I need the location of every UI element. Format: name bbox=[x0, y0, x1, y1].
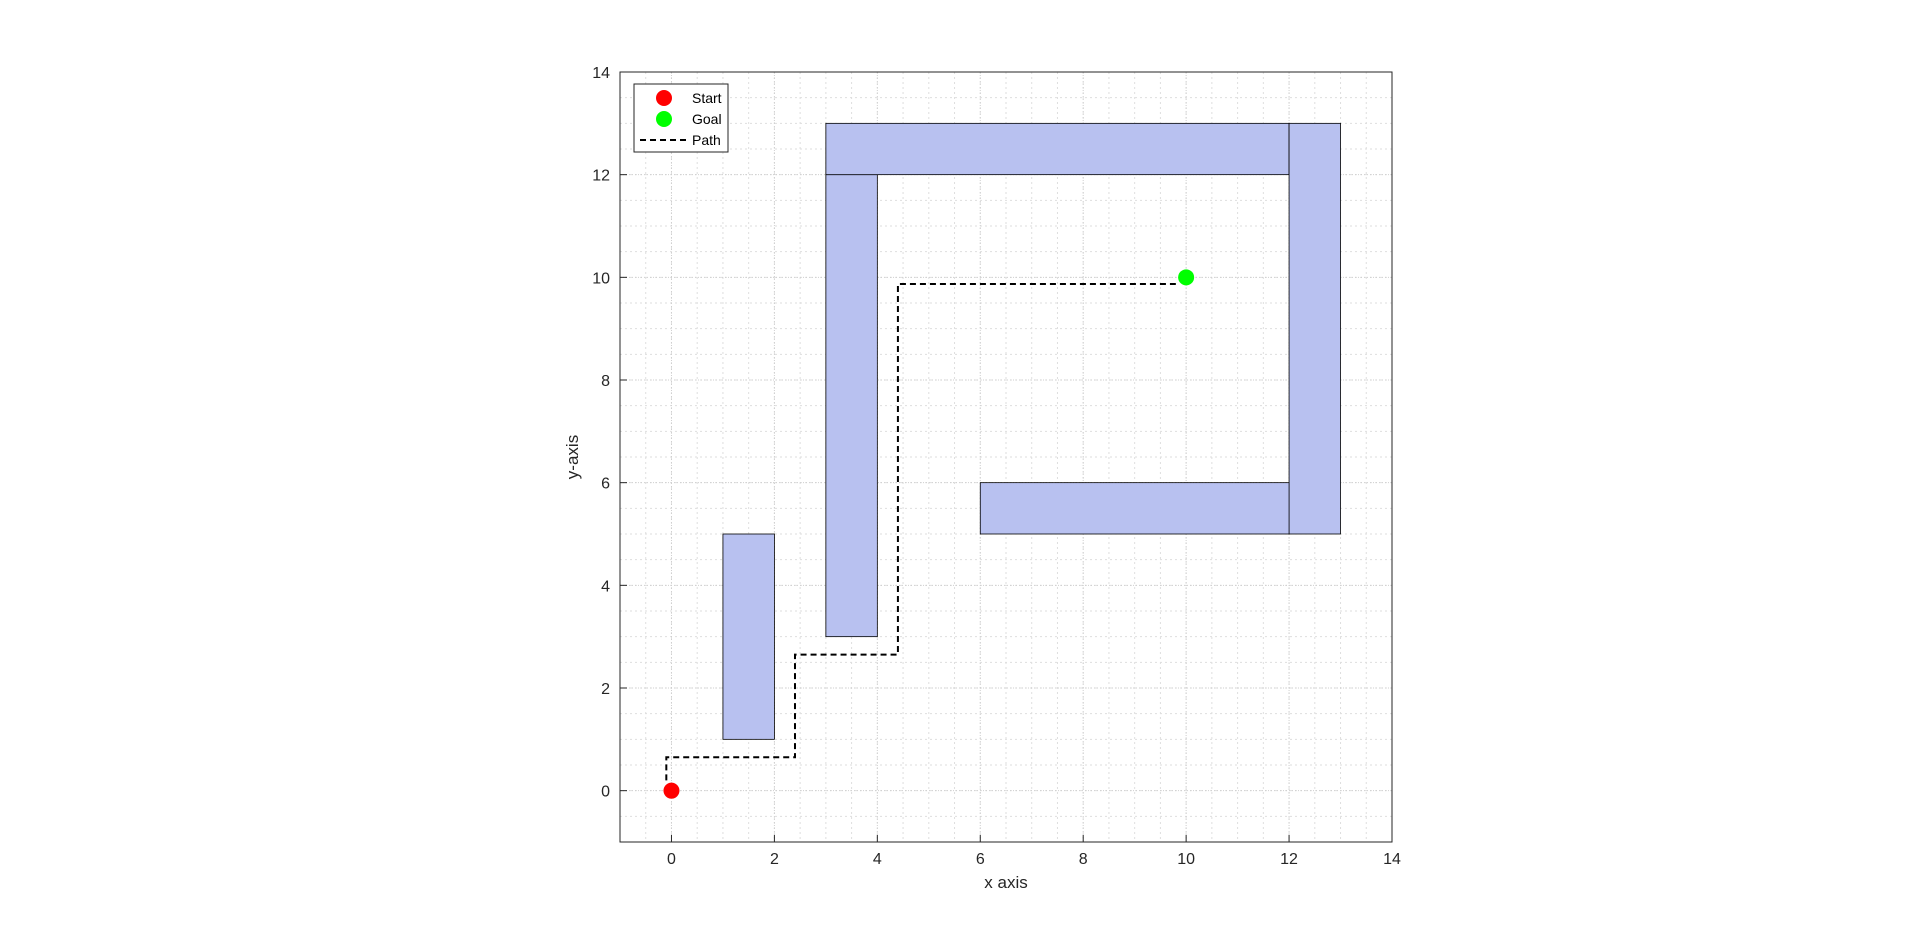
obstacle-rect bbox=[979, 482, 1290, 535]
x-tick-label: 2 bbox=[770, 851, 779, 868]
y-axis-label: y-axis bbox=[563, 435, 582, 479]
obstacles bbox=[722, 122, 1341, 740]
legend-goal-icon bbox=[656, 111, 672, 127]
x-tick-label: 12 bbox=[1280, 851, 1298, 868]
legend-goal-label: Goal bbox=[692, 111, 722, 127]
tick-labels: 0 2 4 6 8 10 12 14 0 2 4 6 8 10 12 14 bbox=[592, 65, 1401, 868]
obstacle-rect bbox=[1288, 122, 1341, 535]
start-marker bbox=[663, 782, 680, 799]
y-tick-label: 14 bbox=[592, 65, 610, 82]
x-tick-label: 10 bbox=[1177, 851, 1195, 868]
y-tick-label: 6 bbox=[601, 476, 610, 493]
series-layer bbox=[663, 269, 1195, 799]
plot-frame bbox=[619, 71, 1393, 843]
x-tick-label: 4 bbox=[873, 851, 882, 868]
y-tick-label: 0 bbox=[601, 784, 610, 801]
legend-start-icon bbox=[656, 90, 672, 106]
legend-path-label: Path bbox=[692, 132, 721, 148]
x-tick-label: 14 bbox=[1383, 851, 1401, 868]
minor-grid bbox=[619, 71, 1393, 843]
x-axis-label: x axis bbox=[984, 873, 1027, 892]
y-tick-label: 12 bbox=[592, 168, 610, 185]
y-tick-label: 4 bbox=[601, 578, 610, 595]
y-tick-label: 10 bbox=[592, 270, 610, 287]
axis-ticks bbox=[620, 71, 1393, 842]
obstacle-rect bbox=[722, 533, 775, 740]
obstacle-rect bbox=[825, 122, 1290, 176]
x-tick-label: 0 bbox=[667, 851, 676, 868]
x-tick-label: 6 bbox=[976, 851, 985, 868]
legend: Start Goal Path bbox=[633, 83, 729, 153]
x-tick-label: 8 bbox=[1079, 851, 1088, 868]
goal-marker bbox=[1178, 269, 1195, 286]
legend-start-label: Start bbox=[692, 90, 722, 106]
obstacle-rect bbox=[825, 174, 878, 638]
y-tick-label: 8 bbox=[601, 373, 610, 390]
path-line bbox=[665, 283, 1176, 781]
y-tick-label: 2 bbox=[601, 681, 610, 698]
